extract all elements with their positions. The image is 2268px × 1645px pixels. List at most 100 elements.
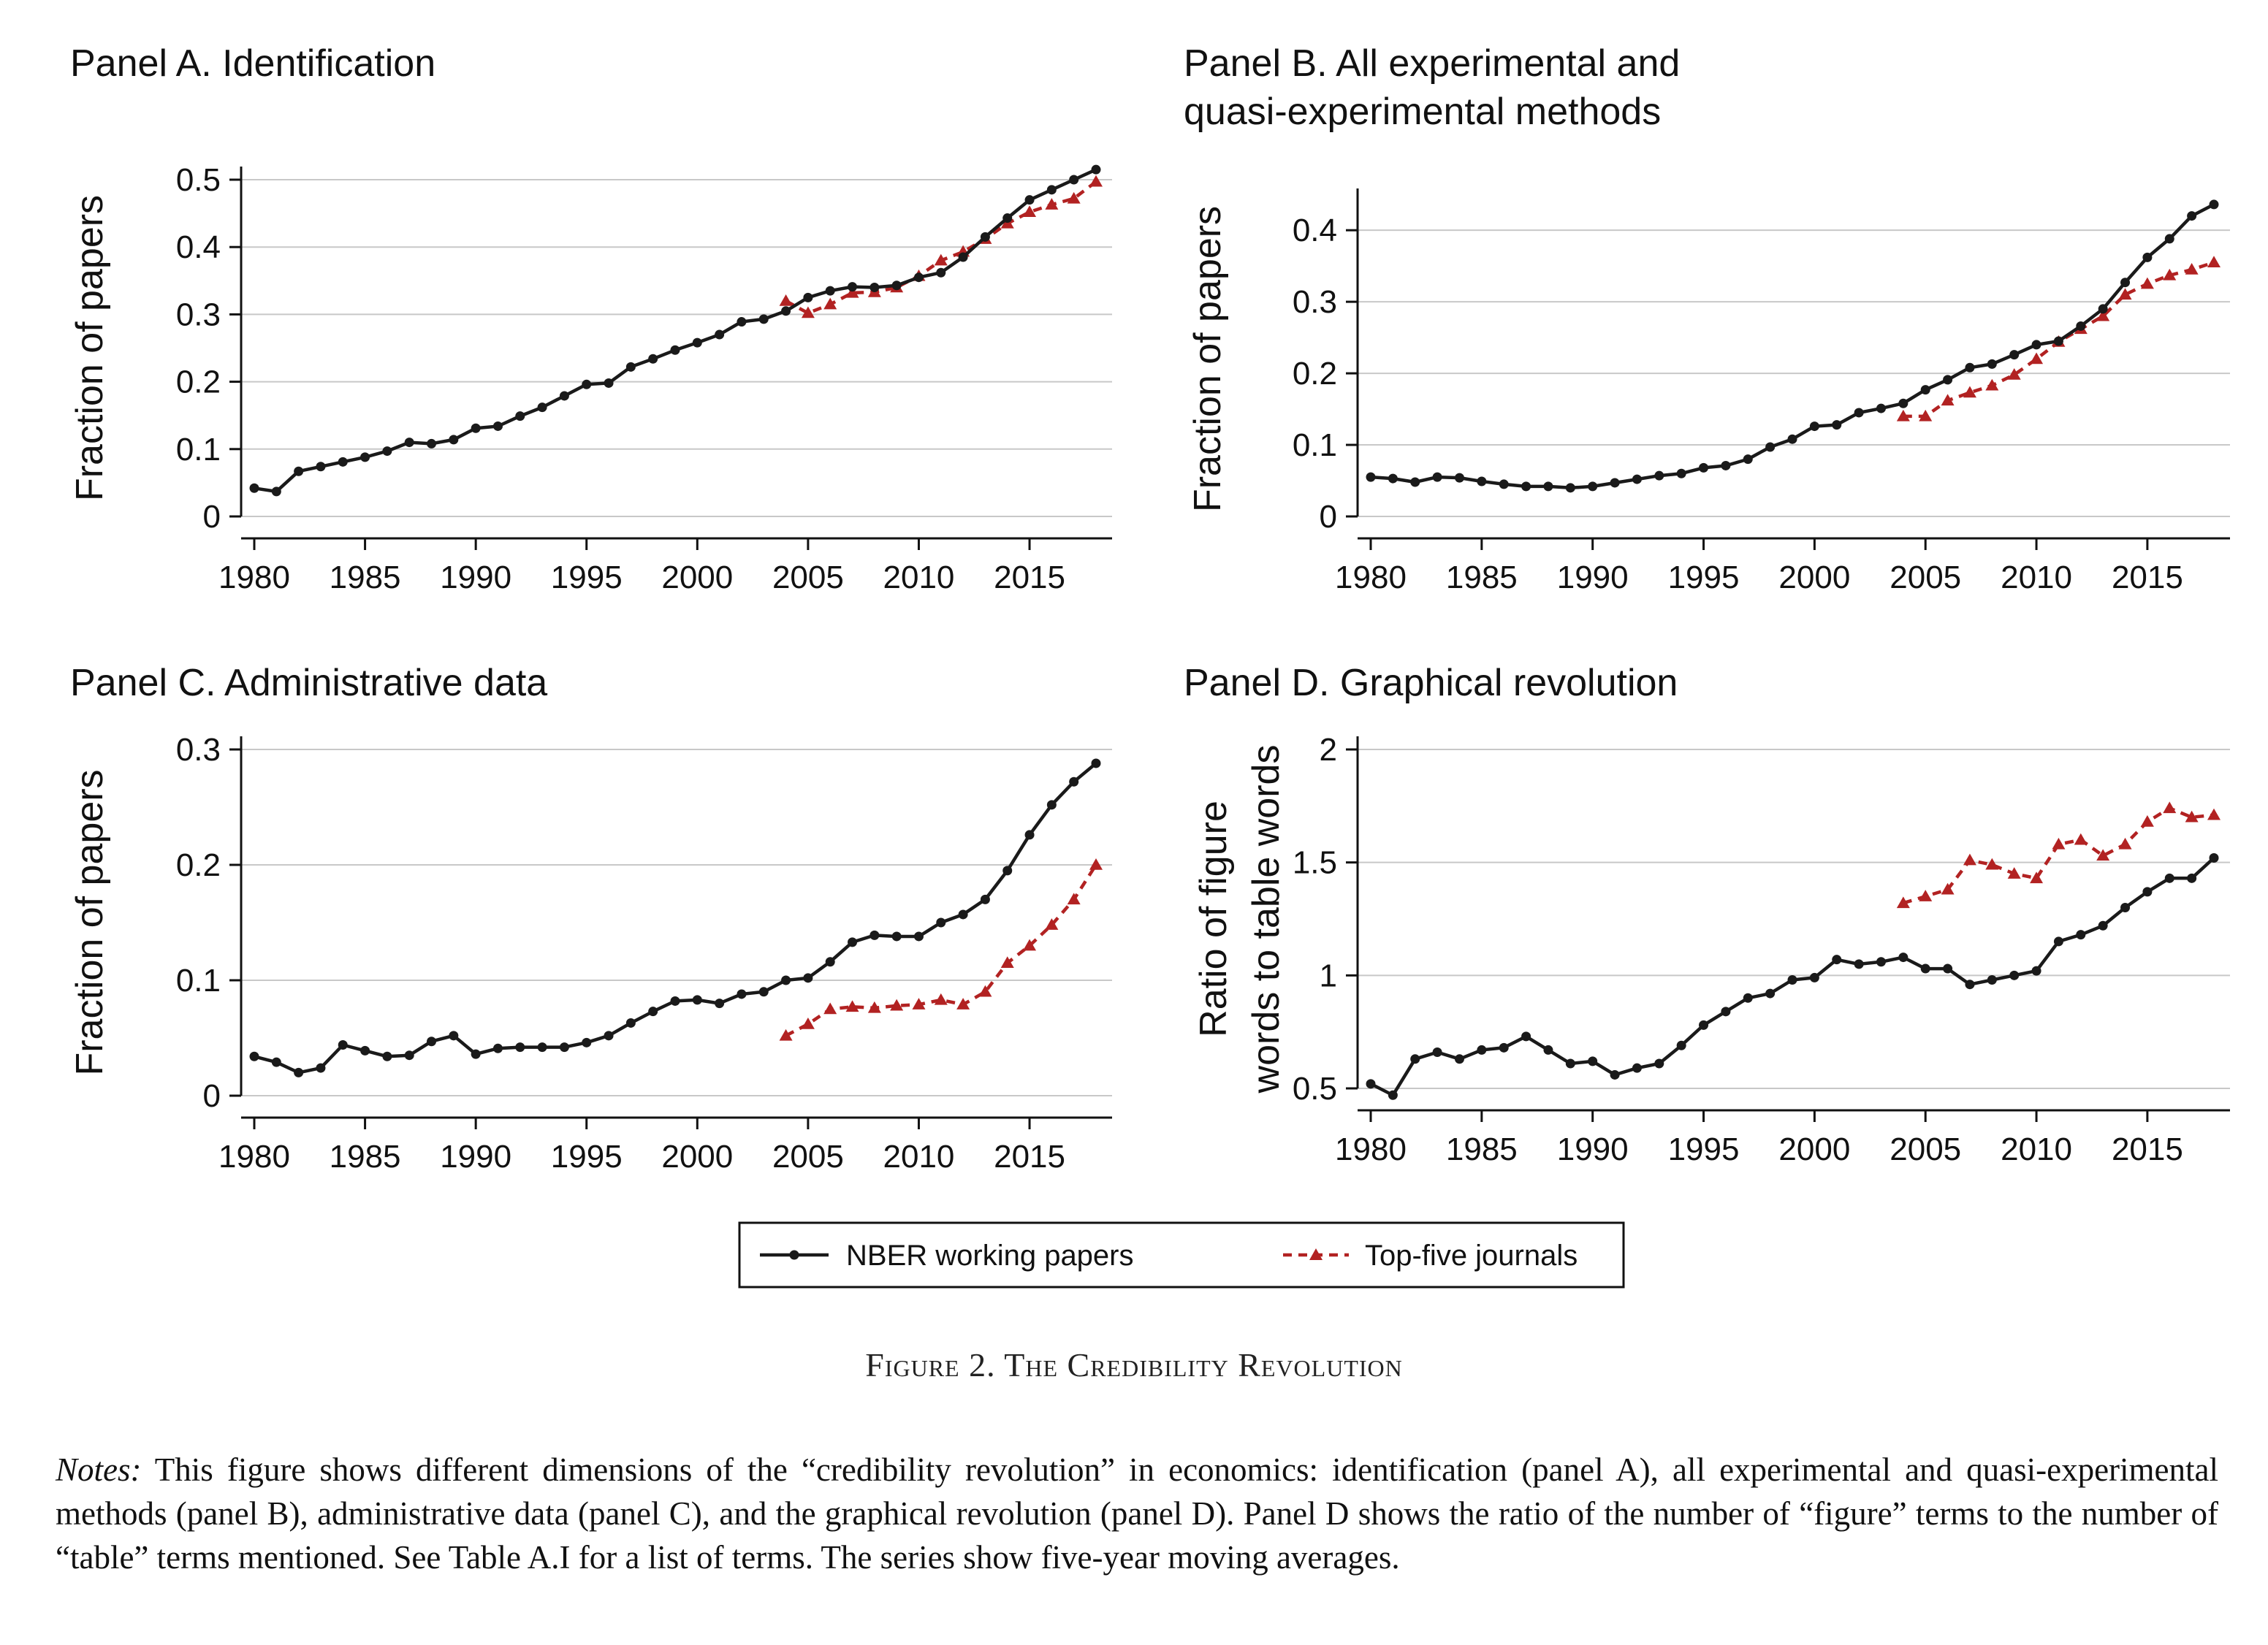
data-point-nber bbox=[648, 354, 658, 364]
data-point-nber bbox=[1876, 403, 1886, 413]
data-point-nber bbox=[604, 378, 614, 388]
data-point-nber bbox=[825, 286, 835, 296]
data-point-nber bbox=[2053, 936, 2063, 947]
data-point-top-five bbox=[890, 999, 904, 1011]
data-point-nber bbox=[1432, 472, 1442, 482]
data-point-nber bbox=[848, 282, 858, 292]
data-point-nber bbox=[1024, 830, 1035, 840]
data-point-nber bbox=[2187, 211, 2197, 221]
y-axis-label-line: words to table words bbox=[1245, 745, 1287, 1094]
y-axis-label: Fraction of papers bbox=[69, 195, 111, 501]
legend-label-top-five: Top-five journals bbox=[1365, 1240, 1578, 1272]
data-point-nber bbox=[1854, 408, 1864, 418]
x-tick-label: 1985 bbox=[330, 560, 401, 595]
data-point-nber bbox=[1046, 800, 1057, 810]
data-point-nber bbox=[1388, 473, 1398, 484]
data-point-nber bbox=[316, 462, 326, 472]
x-tick-label: 1980 bbox=[218, 1139, 290, 1175]
data-point-nber bbox=[1787, 975, 1797, 985]
data-point-nber bbox=[1565, 483, 1575, 493]
data-point-nber bbox=[2209, 199, 2219, 210]
data-point-nber bbox=[1499, 1042, 1509, 1053]
y-tick-label: 2 bbox=[1320, 732, 1337, 768]
figure-panels: Panel A. Identification 0 0.1 0.2 0.3 0.4 0.5 1… bbox=[69, 42, 2230, 1289]
data-point-nber bbox=[249, 483, 259, 493]
y-axis-label: Fraction of papers bbox=[1187, 206, 1229, 512]
data-point-nber bbox=[1676, 1040, 1686, 1050]
data-point-nber bbox=[913, 272, 924, 283]
data-point-nber bbox=[1743, 454, 1753, 465]
x-tick-label: 2015 bbox=[994, 1139, 1065, 1175]
data-point-nber bbox=[869, 930, 880, 940]
y-axis-label-line: Ratio of figure bbox=[1192, 801, 1235, 1037]
x-tick-label: 2005 bbox=[1890, 560, 1961, 595]
data-point-nber bbox=[1676, 468, 1686, 478]
data-point-nber bbox=[2009, 350, 2020, 360]
data-point-top-five bbox=[1045, 198, 1059, 210]
x-tick-label: 1995 bbox=[551, 560, 623, 595]
y-tick-label: 0.3 bbox=[176, 732, 221, 768]
y-tick-label: 0.2 bbox=[176, 365, 221, 400]
data-point-nber bbox=[471, 423, 481, 433]
data-point-top-five bbox=[823, 297, 837, 310]
data-point-top-five bbox=[1000, 956, 1014, 969]
notes-label: Notes: bbox=[56, 1451, 142, 1488]
y-axis-label: Ratio of figure words to table words bbox=[1192, 745, 1287, 1094]
data-point-nber bbox=[1809, 972, 1819, 982]
x-tick-label: 1980 bbox=[218, 560, 290, 595]
data-point-nber bbox=[1610, 1069, 1620, 1080]
data-point-nber bbox=[2120, 278, 2131, 288]
data-point-top-five bbox=[845, 1000, 859, 1012]
data-point-top-five bbox=[1919, 890, 1933, 901]
data-point-nber bbox=[737, 989, 747, 999]
data-point-top-five bbox=[912, 998, 926, 1009]
data-point-nber bbox=[1410, 1054, 1420, 1064]
data-point-top-five bbox=[956, 998, 970, 1009]
data-point-nber bbox=[715, 329, 725, 340]
data-point-top-five bbox=[1045, 918, 1059, 930]
x-tick-label: 2010 bbox=[883, 1139, 955, 1175]
data-point-nber bbox=[1898, 398, 1909, 408]
data-point-nber bbox=[1943, 963, 1953, 974]
data-point-top-five bbox=[779, 294, 793, 306]
y-tick-label: 0 bbox=[203, 499, 221, 535]
data-point-nber bbox=[670, 996, 680, 1006]
data-point-nber bbox=[825, 957, 835, 967]
data-point-top-five bbox=[2096, 849, 2110, 861]
data-point-nber bbox=[891, 931, 902, 942]
data-point-nber bbox=[2076, 930, 2086, 940]
data-point-nber bbox=[1046, 185, 1057, 195]
panel-title: Panel C. Administrative data bbox=[70, 662, 547, 704]
data-point-nber bbox=[537, 402, 547, 413]
y-tick-label: 0.3 bbox=[1293, 284, 1337, 320]
data-point-nber bbox=[360, 1045, 370, 1056]
x-tick-label: 1990 bbox=[440, 560, 511, 595]
data-point-nber bbox=[1854, 959, 1864, 969]
data-point-nber bbox=[891, 280, 902, 291]
data-point-nber bbox=[2098, 920, 2108, 931]
data-point-nber bbox=[604, 1031, 614, 1041]
data-point-top-five bbox=[867, 1001, 881, 1013]
data-point-top-five bbox=[1896, 896, 1910, 909]
data-point-nber bbox=[537, 1042, 547, 1053]
data-point-nber bbox=[1069, 776, 1079, 787]
data-point-nber bbox=[1454, 473, 1464, 483]
data-point-nber bbox=[2031, 966, 2041, 976]
data-point-nber bbox=[1920, 963, 1930, 974]
data-point-nber bbox=[1699, 1020, 1709, 1030]
data-point-nber bbox=[1091, 164, 1101, 175]
x-tick-label: 2000 bbox=[661, 560, 733, 595]
data-point-top-five bbox=[978, 985, 992, 997]
data-point-nber bbox=[1521, 481, 1531, 492]
data-point-nber bbox=[692, 337, 702, 348]
data-point-nber bbox=[1765, 442, 1776, 452]
series-line-nber bbox=[254, 762, 1097, 1075]
legend-label-nber: NBER working papers bbox=[846, 1240, 1134, 1272]
data-point-nber bbox=[382, 1051, 392, 1061]
data-point-top-five bbox=[2074, 833, 2088, 845]
data-point-nber bbox=[1987, 975, 1997, 985]
data-point-nber bbox=[1832, 955, 1842, 965]
data-point-nber bbox=[1765, 988, 1776, 999]
data-point-nber bbox=[1787, 434, 1797, 444]
data-point-nber bbox=[848, 937, 858, 947]
